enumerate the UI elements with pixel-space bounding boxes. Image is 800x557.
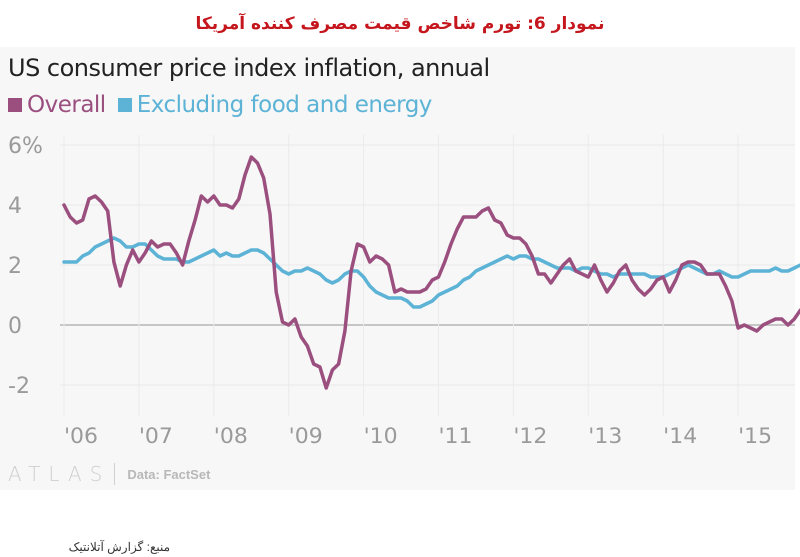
- footer: ATLAS Data: FactSet: [8, 462, 210, 486]
- x-tick-label: '08: [214, 424, 248, 448]
- x-tick-label: '07: [139, 424, 173, 448]
- x-tick-label: '13: [588, 424, 622, 448]
- atlas-logo: ATLAS: [8, 462, 111, 486]
- y-tick-label: 2: [8, 254, 22, 279]
- x-tick-label: '10: [364, 424, 398, 448]
- chart-panel: [0, 47, 795, 490]
- y-tick-label: 4: [8, 194, 22, 219]
- legend: Overall Excluding food and energy: [8, 92, 444, 118]
- series-line-overall: [62, 155, 800, 390]
- legend-label-overall: Overall: [27, 92, 106, 118]
- y-tick-label: 6%: [8, 134, 43, 159]
- footer-divider: [114, 463, 116, 485]
- chart-title: US consumer price index inflation, annua…: [8, 54, 490, 82]
- x-tick-label: '06: [64, 424, 98, 448]
- legend-swatch-overall: [8, 98, 22, 112]
- data-source: Data: FactSet: [127, 466, 211, 482]
- x-tick-label: '09: [289, 424, 323, 448]
- legend-item-core: Excluding food and energy: [117, 92, 433, 118]
- y-tick-label: 0: [8, 314, 22, 339]
- legend-label-core: Excluding food and energy: [136, 92, 433, 118]
- x-tick-label: '12: [513, 424, 547, 448]
- x-tick-label: '14: [663, 424, 697, 448]
- legend-item-overall: Overall: [8, 92, 106, 118]
- x-tick-label: '15: [738, 424, 772, 448]
- y-tick-label: -2: [8, 374, 30, 399]
- legend-swatch-core: [117, 98, 132, 112]
- x-tick-label: '11: [439, 424, 473, 448]
- persian-headline: نمودار 6: تورم شاخص قیمت مصرف کننده آمری…: [195, 14, 605, 34]
- bottom-note: منبع: گزارش آتلانتیک: [68, 540, 170, 554]
